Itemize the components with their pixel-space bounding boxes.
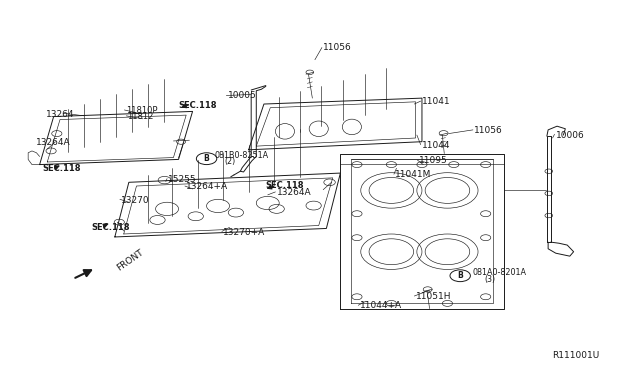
Text: SEC.118: SEC.118 xyxy=(179,101,217,110)
Text: SEC.118: SEC.118 xyxy=(266,182,305,190)
Text: 15255: 15255 xyxy=(168,175,197,184)
Text: 13264+A: 13264+A xyxy=(186,182,228,191)
Text: 13270+A: 13270+A xyxy=(223,228,266,237)
Text: R111001U: R111001U xyxy=(552,350,599,360)
Text: 081A0-8201A: 081A0-8201A xyxy=(473,268,527,277)
Text: 10006: 10006 xyxy=(556,131,584,140)
Text: 11051H: 11051H xyxy=(415,292,451,301)
Text: 11812: 11812 xyxy=(127,112,154,121)
Text: 11041: 11041 xyxy=(422,97,451,106)
Text: B: B xyxy=(204,154,209,163)
Text: B: B xyxy=(458,271,463,280)
Text: 13264: 13264 xyxy=(46,109,74,119)
Text: 11056: 11056 xyxy=(474,126,503,135)
Text: 13264A: 13264A xyxy=(276,188,311,197)
Text: 11056: 11056 xyxy=(323,43,352,52)
Text: 11810P: 11810P xyxy=(125,106,157,115)
Text: 11041M: 11041M xyxy=(395,170,431,179)
Text: SEC.118: SEC.118 xyxy=(92,223,131,232)
Text: 13270: 13270 xyxy=(121,196,150,205)
Text: FRONT: FRONT xyxy=(115,248,145,273)
Text: 11044+A: 11044+A xyxy=(360,301,402,311)
Text: 081B0-8251A: 081B0-8251A xyxy=(215,151,269,160)
Text: SEC.118: SEC.118 xyxy=(43,164,81,173)
Text: 11044: 11044 xyxy=(422,141,451,150)
Text: (3): (3) xyxy=(484,275,495,283)
Text: 10005: 10005 xyxy=(228,91,257,100)
Text: (2): (2) xyxy=(225,157,236,166)
Text: 13264A: 13264A xyxy=(36,138,71,147)
Text: 11095: 11095 xyxy=(419,156,447,166)
